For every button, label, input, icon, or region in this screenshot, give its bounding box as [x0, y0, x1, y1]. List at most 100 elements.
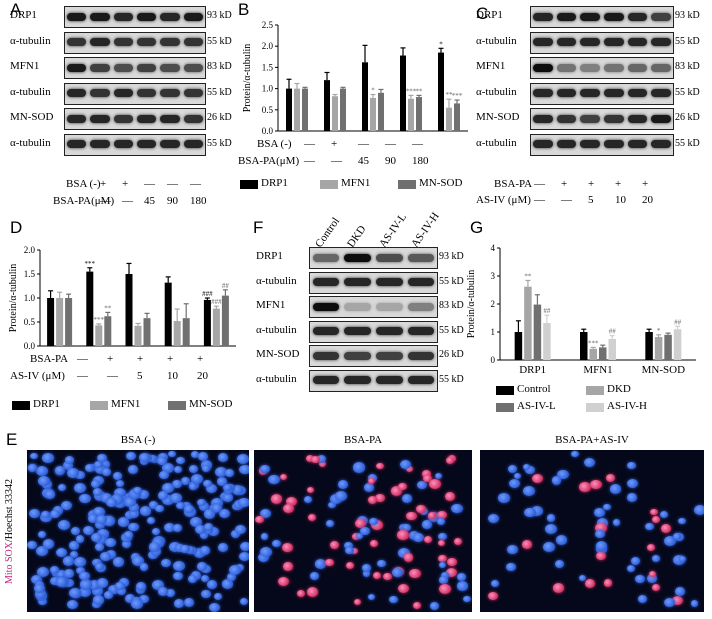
blot-band — [136, 89, 157, 98]
panel-letter-d: D — [10, 218, 23, 237]
nucleus — [222, 579, 234, 589]
condition-value: — — [107, 370, 118, 382]
blot-row-label: α-tubulin — [476, 85, 517, 98]
mitosox-cell — [428, 511, 437, 519]
significance-label: ** — [416, 87, 424, 95]
blot-band — [66, 63, 87, 72]
nucleus — [60, 500, 72, 511]
blot-band — [344, 302, 371, 311]
nucleus — [139, 563, 149, 571]
mitosox-cell — [661, 524, 672, 533]
blot-band — [627, 63, 648, 72]
nucleus — [531, 506, 544, 517]
mitosox-cell — [409, 568, 421, 579]
legend-label: MN-SOD — [189, 398, 233, 410]
mitosox-cell — [595, 551, 606, 561]
blot-band — [136, 12, 157, 21]
mitosox-cell — [372, 572, 381, 579]
blot-row-label: α-tubulin — [10, 85, 51, 98]
mitosox-cell — [652, 515, 661, 523]
bar — [673, 329, 682, 360]
condition-value: 180 — [412, 155, 429, 167]
condition-value: 90 — [167, 195, 178, 207]
blot-band — [651, 12, 672, 21]
nucleus — [161, 558, 171, 567]
nucleus — [129, 509, 140, 518]
nucleus — [437, 532, 448, 541]
bar — [332, 96, 338, 131]
blot-band — [651, 89, 672, 98]
y-tick-label: 2 — [491, 299, 496, 309]
nucleus — [88, 579, 101, 590]
nucleus — [556, 469, 569, 480]
mitosox-cell — [352, 533, 360, 541]
mitosox-cell — [445, 567, 457, 577]
y-tick-label: 0.0 — [24, 341, 36, 351]
group-label: DKD — [345, 223, 369, 250]
nucleus — [57, 483, 67, 492]
blot-band — [580, 114, 601, 123]
nucleus — [105, 497, 117, 508]
condition-value: — — [304, 138, 315, 150]
blot-band — [603, 38, 624, 47]
blot-band — [312, 253, 340, 262]
nucleus — [35, 465, 48, 476]
nucleus — [523, 485, 536, 496]
panel-letter-c: C — [476, 4, 489, 23]
molecular-weight-label: 55 kD — [675, 35, 700, 47]
mitosox-cell — [406, 511, 417, 521]
nucleus — [437, 518, 446, 525]
blot-row — [309, 369, 438, 392]
blot-band — [90, 140, 110, 149]
nucleus — [356, 532, 364, 539]
mitosox-cell — [671, 595, 684, 606]
bar — [514, 332, 523, 360]
nucleus — [693, 504, 704, 515]
blot-band — [532, 12, 553, 21]
significance-label: ** — [446, 91, 454, 99]
nucleus — [29, 509, 40, 518]
bar-chart-d: 0.0 0.5 1.0 1.5 2.0 Protein/α-tubulin *** ### **… — [8, 245, 236, 351]
blot-band — [603, 140, 624, 149]
blot-band — [603, 12, 624, 21]
nucleus — [440, 571, 450, 579]
mitosox-cell — [521, 539, 533, 549]
nucleus — [204, 523, 214, 531]
blot-band — [183, 38, 204, 47]
nucleus — [50, 509, 61, 519]
legend-swatch — [496, 403, 514, 412]
nucleus — [123, 531, 134, 540]
nucleus — [132, 555, 145, 566]
condition-value: + — [107, 353, 114, 365]
blot-row-label: DRP1 — [10, 9, 37, 21]
nucleus — [93, 490, 106, 501]
condition-value: 5 — [137, 370, 143, 382]
nucleus — [490, 580, 500, 588]
mitosox-cell — [305, 455, 315, 463]
condition-value: — — [331, 155, 342, 167]
mitosox-cell — [375, 494, 385, 503]
blot-band — [532, 89, 553, 98]
mitosox-cell — [488, 591, 498, 600]
nucleus — [203, 508, 216, 519]
blot-row-label: α-tubulin — [256, 372, 297, 385]
nucleus — [57, 519, 70, 530]
nucleus — [157, 587, 169, 597]
significance-label: ## — [543, 307, 551, 315]
nucleus — [148, 541, 160, 552]
blot-row-label: DRP1 — [476, 9, 503, 21]
nucleus — [93, 507, 106, 518]
asiv-label-c: AS-IV (μM) — [476, 194, 531, 206]
nucleus — [174, 599, 185, 608]
blot-row — [64, 82, 206, 105]
nucleus — [201, 589, 212, 598]
nucleus — [94, 460, 103, 469]
blot-band — [627, 114, 648, 123]
nucleus — [368, 593, 376, 600]
bar — [589, 348, 597, 360]
blot-band — [556, 89, 577, 98]
blot-band — [376, 327, 403, 336]
nucleus — [91, 532, 103, 543]
nucleus — [140, 506, 152, 516]
